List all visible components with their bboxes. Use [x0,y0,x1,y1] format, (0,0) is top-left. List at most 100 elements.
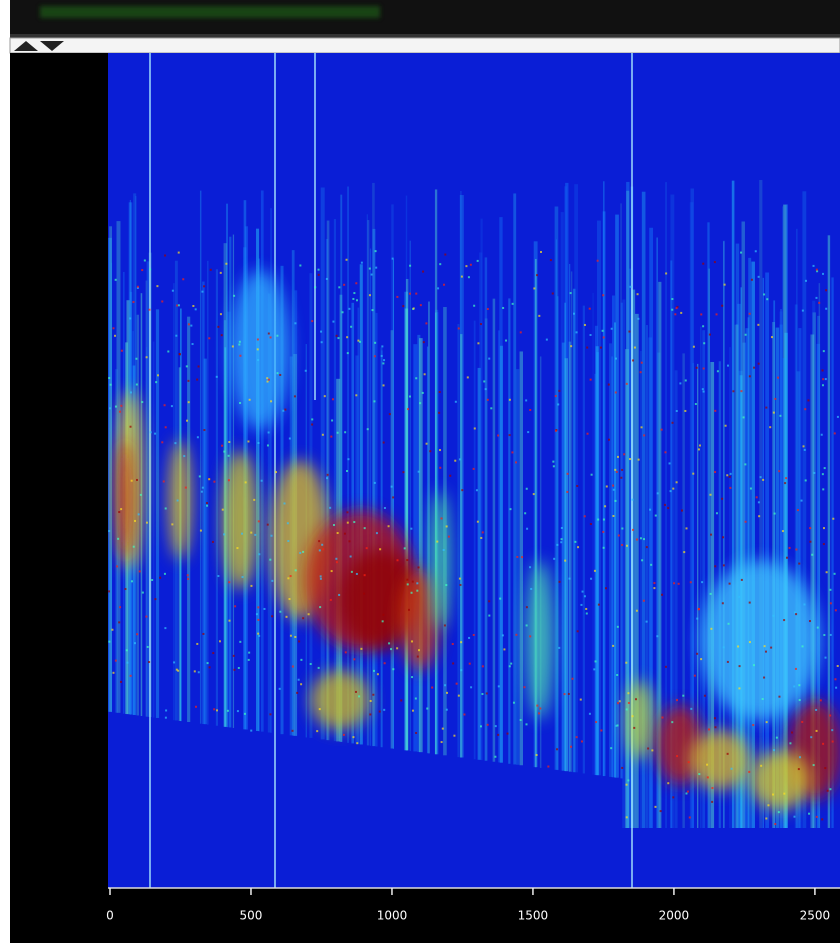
texture-dot [115,406,117,408]
texture-dot [590,578,592,580]
texture-dot [300,683,302,685]
texture-dot [717,370,719,372]
texture-dot [112,672,114,674]
texture-dot [608,384,610,386]
texture-dot [689,816,691,818]
texture-dot [490,407,492,409]
texture-dot [665,272,667,274]
texture-dot [458,695,460,697]
texture-dot [456,683,458,685]
texture-dot [835,687,837,689]
texture-dot [400,699,402,701]
waterfall-display: 05001000150020002500 [0,0,840,943]
texture-dot [640,537,642,539]
texture-dot [745,521,747,523]
texture-dot [830,634,832,636]
texture-stripe [370,249,371,746]
texture-dot [626,784,628,786]
texture-dot [320,575,322,577]
texture-dot [469,663,471,665]
texture-dot [120,405,122,407]
texture-dot [290,575,292,577]
texture-dot [515,461,517,463]
texture-dot [161,441,163,443]
texture-dot [157,374,159,376]
texture-dot [701,581,703,583]
texture-stripe [413,344,417,751]
texture-dot [738,687,740,689]
texture-dot [603,336,605,338]
texture-dot [636,610,638,612]
texture-dot [698,608,700,610]
texture-dot [612,515,614,517]
texture-dot [626,545,628,547]
texture-dot [553,465,555,467]
texture-dot [552,461,554,463]
texture-dot [721,498,723,500]
texture-dot [740,390,742,392]
texture-dot [330,599,332,601]
texture-dot [561,538,563,540]
texture-dot [202,633,204,635]
texture-dot [446,525,448,527]
texture-dot [225,263,227,265]
texture-dot [627,779,629,781]
texture-dot [758,515,760,517]
texture-dot [748,771,750,773]
texture-stripe [216,269,218,725]
texture-dot [108,530,110,532]
texture-dot [584,324,586,326]
texture-dot [793,685,795,687]
texture-stripe [393,259,394,748]
texture-dot [257,606,259,608]
texture-dot [595,660,597,662]
texture-dot [373,670,375,672]
texture-dot [695,403,697,405]
texture-dot [760,765,762,767]
texture-dot [743,416,745,418]
texture-dot [142,592,144,594]
texture-dot [753,367,755,369]
texture-dot [239,402,241,404]
texture-dot [269,559,271,561]
texture-dot [213,481,215,483]
texture-dot [174,442,176,444]
texture-dot [345,651,347,653]
texture-dot [750,488,752,490]
texture-dot [132,301,134,303]
texture-dot [185,487,187,489]
texture-dot [353,658,355,660]
texture-dot [391,486,393,488]
texture-dot [383,442,385,444]
texture-dot [277,372,279,374]
texture-dot [372,694,374,696]
texture-dot [643,434,645,436]
texture-dot [163,480,165,482]
texture-dot [335,558,337,560]
texture-dot [823,634,825,636]
texture-dot [382,614,384,616]
texture-dot [384,507,386,509]
texture-dot [203,285,205,287]
texture-dot [538,712,540,714]
texture-dot [239,341,241,343]
texture-dot [352,298,354,300]
texture-dot [818,302,820,304]
texture-dot [177,500,179,502]
texture-dot [672,488,674,490]
texture-dot [223,533,225,535]
texture-dot [635,698,637,700]
texture-dot [826,571,828,573]
texture-dot [696,653,698,655]
x-tick-label: 1000 [377,909,408,923]
texture-dot [261,480,263,482]
texture-dot [804,408,806,410]
texture-stripe [520,351,523,765]
texture-dot [795,613,797,615]
texture-dot [381,345,383,347]
texture-dot [448,536,450,538]
texture-dot [250,585,252,587]
texture-dot [816,816,818,818]
texture-dot [764,645,766,647]
slider-bar[interactable] [10,38,840,53]
